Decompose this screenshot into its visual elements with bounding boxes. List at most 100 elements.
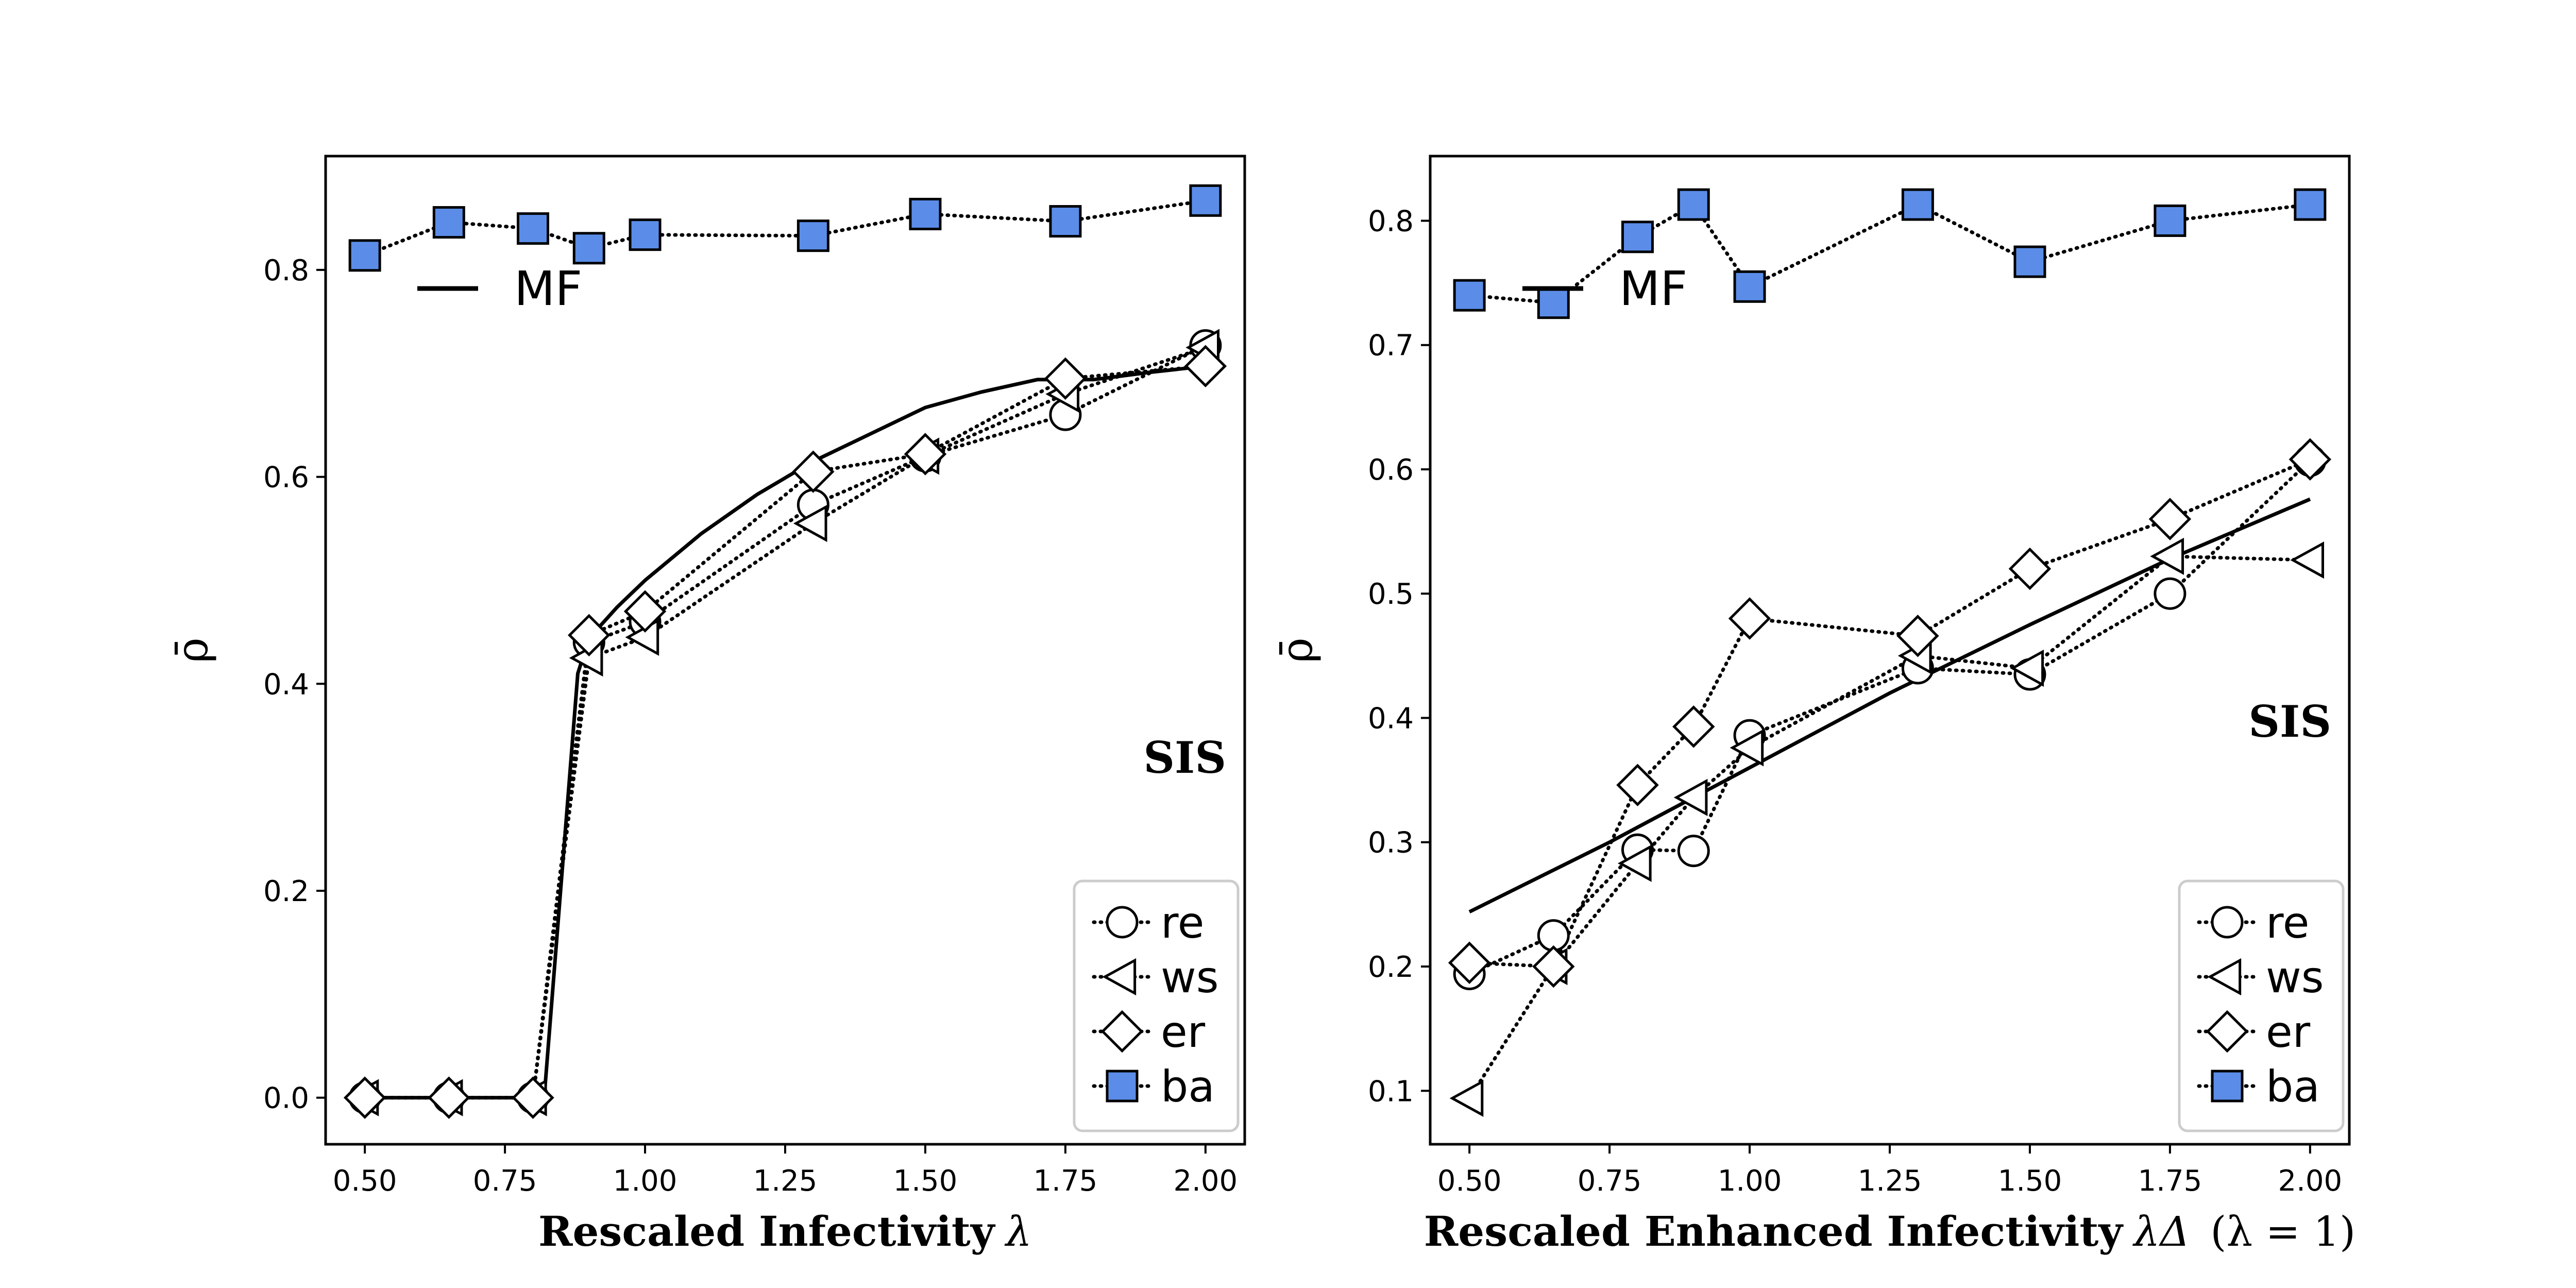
data-point-er: [1044, 357, 1087, 400]
y-tick-label: 0.5: [1368, 578, 1414, 611]
data-point-er: [1448, 941, 1491, 984]
x-axis-label-suffix: (λ = 1): [2210, 1208, 2355, 1256]
y-tick-label: 0.0: [263, 1082, 309, 1115]
legend-marker-er: [2206, 1010, 2249, 1053]
sis-annotation: SIS: [2248, 696, 2331, 747]
x-tick-label: 0.75: [1578, 1164, 1642, 1198]
data-point-ba: [516, 212, 549, 245]
legend-label-ws: ws: [1161, 952, 1218, 1003]
data-point-ba: [1537, 286, 1570, 319]
data-point-ba: [2013, 245, 2046, 278]
data-point-ba: [2294, 188, 2327, 221]
legend-label-re: re: [2266, 897, 2309, 948]
data-point-ba: [1621, 221, 1654, 253]
y-tick-label: 0.8: [1368, 205, 1414, 238]
data-point-ws: [1730, 729, 1764, 767]
legend-label-ws: ws: [2266, 952, 2324, 1003]
x-tick-label: 1.00: [1718, 1164, 1782, 1198]
legend-label-ba: ba: [1161, 1061, 1215, 1112]
data-point-ba: [909, 197, 942, 230]
data-point-er: [792, 450, 835, 493]
data-point-ba: [572, 232, 605, 265]
x-tick-label: 1.00: [613, 1164, 677, 1198]
x-axis-label-text: Rescaled Infectivity: [538, 1207, 996, 1256]
legend-marker-re: [1106, 906, 1139, 939]
data-point-er: [904, 433, 947, 476]
y-axis-label: ρ̄: [167, 637, 217, 663]
y-tick-label: 0.8: [263, 254, 309, 287]
legend-box: [2178, 879, 2345, 1132]
y-tick-label: 0.2: [263, 875, 309, 908]
x-axis-label: Rescaled Infectivity λ: [538, 1207, 1032, 1256]
data-point-ba: [629, 218, 662, 251]
legend-label-re: re: [1161, 897, 1204, 948]
data-point-er: [343, 1076, 386, 1119]
data-point-er: [2148, 498, 2192, 540]
y-axis-label: ρ̄: [1272, 637, 1322, 663]
data-point-er: [428, 1076, 470, 1119]
x-tick-label: 2.00: [1174, 1164, 1238, 1198]
legend-label-ba: ba: [2266, 1061, 2320, 1112]
data-point-ws: [1673, 778, 1708, 817]
data-point-ba: [348, 239, 381, 272]
data-point-ws: [2010, 649, 2044, 687]
x-tick-label: 1.75: [2138, 1164, 2202, 1198]
data-point-er: [1672, 705, 1715, 748]
legend-box: [1073, 879, 1240, 1132]
data-point-ba: [796, 219, 829, 252]
legend-marker-ws: [2207, 958, 2242, 996]
plot-area: [343, 184, 1227, 1119]
data-point-er: [1896, 615, 1939, 657]
data-point-er: [512, 1076, 554, 1119]
series-line-er: [1467, 457, 2312, 969]
x-axis-label: Rescaled Enhanced Infectivity λΔ (λ = 1): [1424, 1207, 2355, 1256]
legend-marker-er: [1100, 1010, 1144, 1053]
legend-marker-ba: [2211, 1070, 2244, 1103]
data-point-re: [1677, 835, 1710, 868]
data-point-er: [1184, 345, 1227, 387]
y-tick-label: 0.6: [263, 461, 309, 495]
data-point-ba: [1677, 188, 1710, 221]
data-point-ba: [1901, 188, 1934, 221]
data-point-er: [1532, 945, 1575, 988]
x-axis-label-symbol: λΔ: [2132, 1208, 2190, 1256]
x-tick-label: 1.50: [893, 1164, 958, 1198]
legend-marker-ws: [1102, 958, 1137, 996]
legend-label-er: er: [1161, 1007, 1206, 1057]
data-point-ba: [1453, 279, 1486, 312]
data-point-ba: [2154, 204, 2187, 237]
y-tick-label: 0.6: [1368, 453, 1414, 487]
legend-label-er: er: [2266, 1007, 2311, 1057]
x-tick-label: 0.50: [333, 1164, 397, 1198]
data-point-ba: [1049, 205, 1082, 238]
data-point-er: [2289, 438, 2332, 481]
axes-frame: [324, 155, 1246, 1146]
mf-legend-label: MF: [1619, 261, 1687, 316]
data-point-ws: [793, 504, 827, 543]
data-point-ba: [1733, 270, 1766, 303]
x-axis-label-text: Rescaled Enhanced Infectivity: [1424, 1207, 2124, 1256]
data-point-re: [2154, 577, 2187, 610]
y-tick-label: 0.1: [1368, 1075, 1414, 1108]
x-tick-label: 1.50: [1998, 1164, 2062, 1198]
data-point-ws: [1449, 1079, 1484, 1117]
y-tick-label: 0.4: [1368, 702, 1414, 735]
data-point-er: [1728, 597, 1771, 640]
data-point-ws: [1617, 844, 1652, 882]
axes-frame: [1429, 155, 2351, 1146]
legend-marker-ba: [1106, 1070, 1139, 1103]
plot-area: [1448, 188, 2332, 1117]
data-point-ws: [2290, 541, 2325, 579]
panel-right: 0.50 0.75 1.00 1.25 1.50 1.75 2.00 0.1 0.2 0.3 0.4…: [1272, 155, 2355, 1256]
x-tick-label: 2.00: [2278, 1164, 2343, 1198]
y-tick-label: 0.2: [1368, 951, 1414, 984]
data-point-er: [568, 614, 611, 657]
y-tick-label: 0.4: [263, 668, 309, 701]
data-point-er: [1616, 764, 1659, 807]
panel-left: 0.50 0.75 1.00 1.25 1.50 1.75 2.00 0.0 0.2 0.4 0.6…: [167, 155, 1246, 1256]
y-tick-label: 0.7: [1368, 329, 1414, 363]
x-tick-label: 1.25: [753, 1164, 818, 1198]
data-point-er: [623, 590, 667, 633]
